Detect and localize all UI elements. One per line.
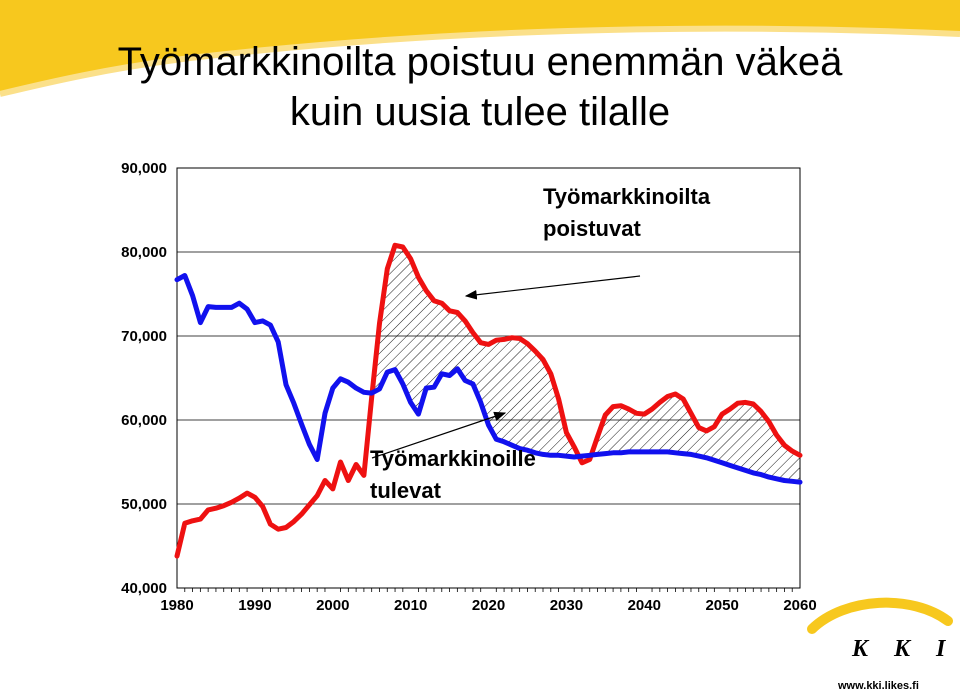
x-tick-label: 2060 — [783, 597, 816, 614]
y-tick-label: 50,000 — [121, 496, 167, 513]
kki-logo: K K I — [852, 636, 956, 662]
annotation-leaving: poistuvat — [543, 216, 641, 241]
x-tick-label: 2050 — [705, 597, 738, 614]
x-tick-label: 2040 — [628, 597, 661, 614]
top-swoosh-edge — [0, 25, 960, 97]
y-tick-label: 40,000 — [121, 580, 167, 597]
slide-title-line-2: kuin uusia tulee tilalle — [289, 90, 671, 134]
series-line-entering — [174, 273, 803, 485]
series-line-leaving — [174, 242, 803, 559]
website-url: www.kki.likes.fi — [838, 680, 919, 692]
slide-title-line-1: Työmarkkinoilta poistuu enemmän väkeä — [117, 40, 843, 84]
x-tick-label: 1980 — [160, 597, 193, 614]
x-tick-label: 1990 — [238, 597, 271, 614]
x-tick-label: 2030 — [550, 597, 583, 614]
x-tick-label: 2020 — [472, 597, 505, 614]
logo-arc — [807, 597, 953, 634]
y-tick-label: 90,000 — [121, 160, 167, 177]
plot-area: 40,000 50,000 60,000 70,000 80,000 90,000 1980… — [121, 160, 817, 614]
annotation-entering: Työmarkkinoille — [370, 446, 536, 471]
x-tick-label: 2000 — [316, 597, 349, 614]
arrow-leaving — [464, 275, 641, 300]
annotation-leaving: Työmarkkinoilta — [543, 184, 711, 209]
annotation-entering: tulevat — [370, 478, 442, 503]
arrow-entering — [371, 411, 507, 459]
y-tick-label: 70,000 — [121, 328, 167, 345]
x-tick-label: 2010 — [394, 597, 427, 614]
y-tick-label: 80,000 — [121, 244, 167, 261]
top-swoosh — [0, 0, 960, 94]
y-tick-label: 60,000 — [121, 412, 167, 429]
